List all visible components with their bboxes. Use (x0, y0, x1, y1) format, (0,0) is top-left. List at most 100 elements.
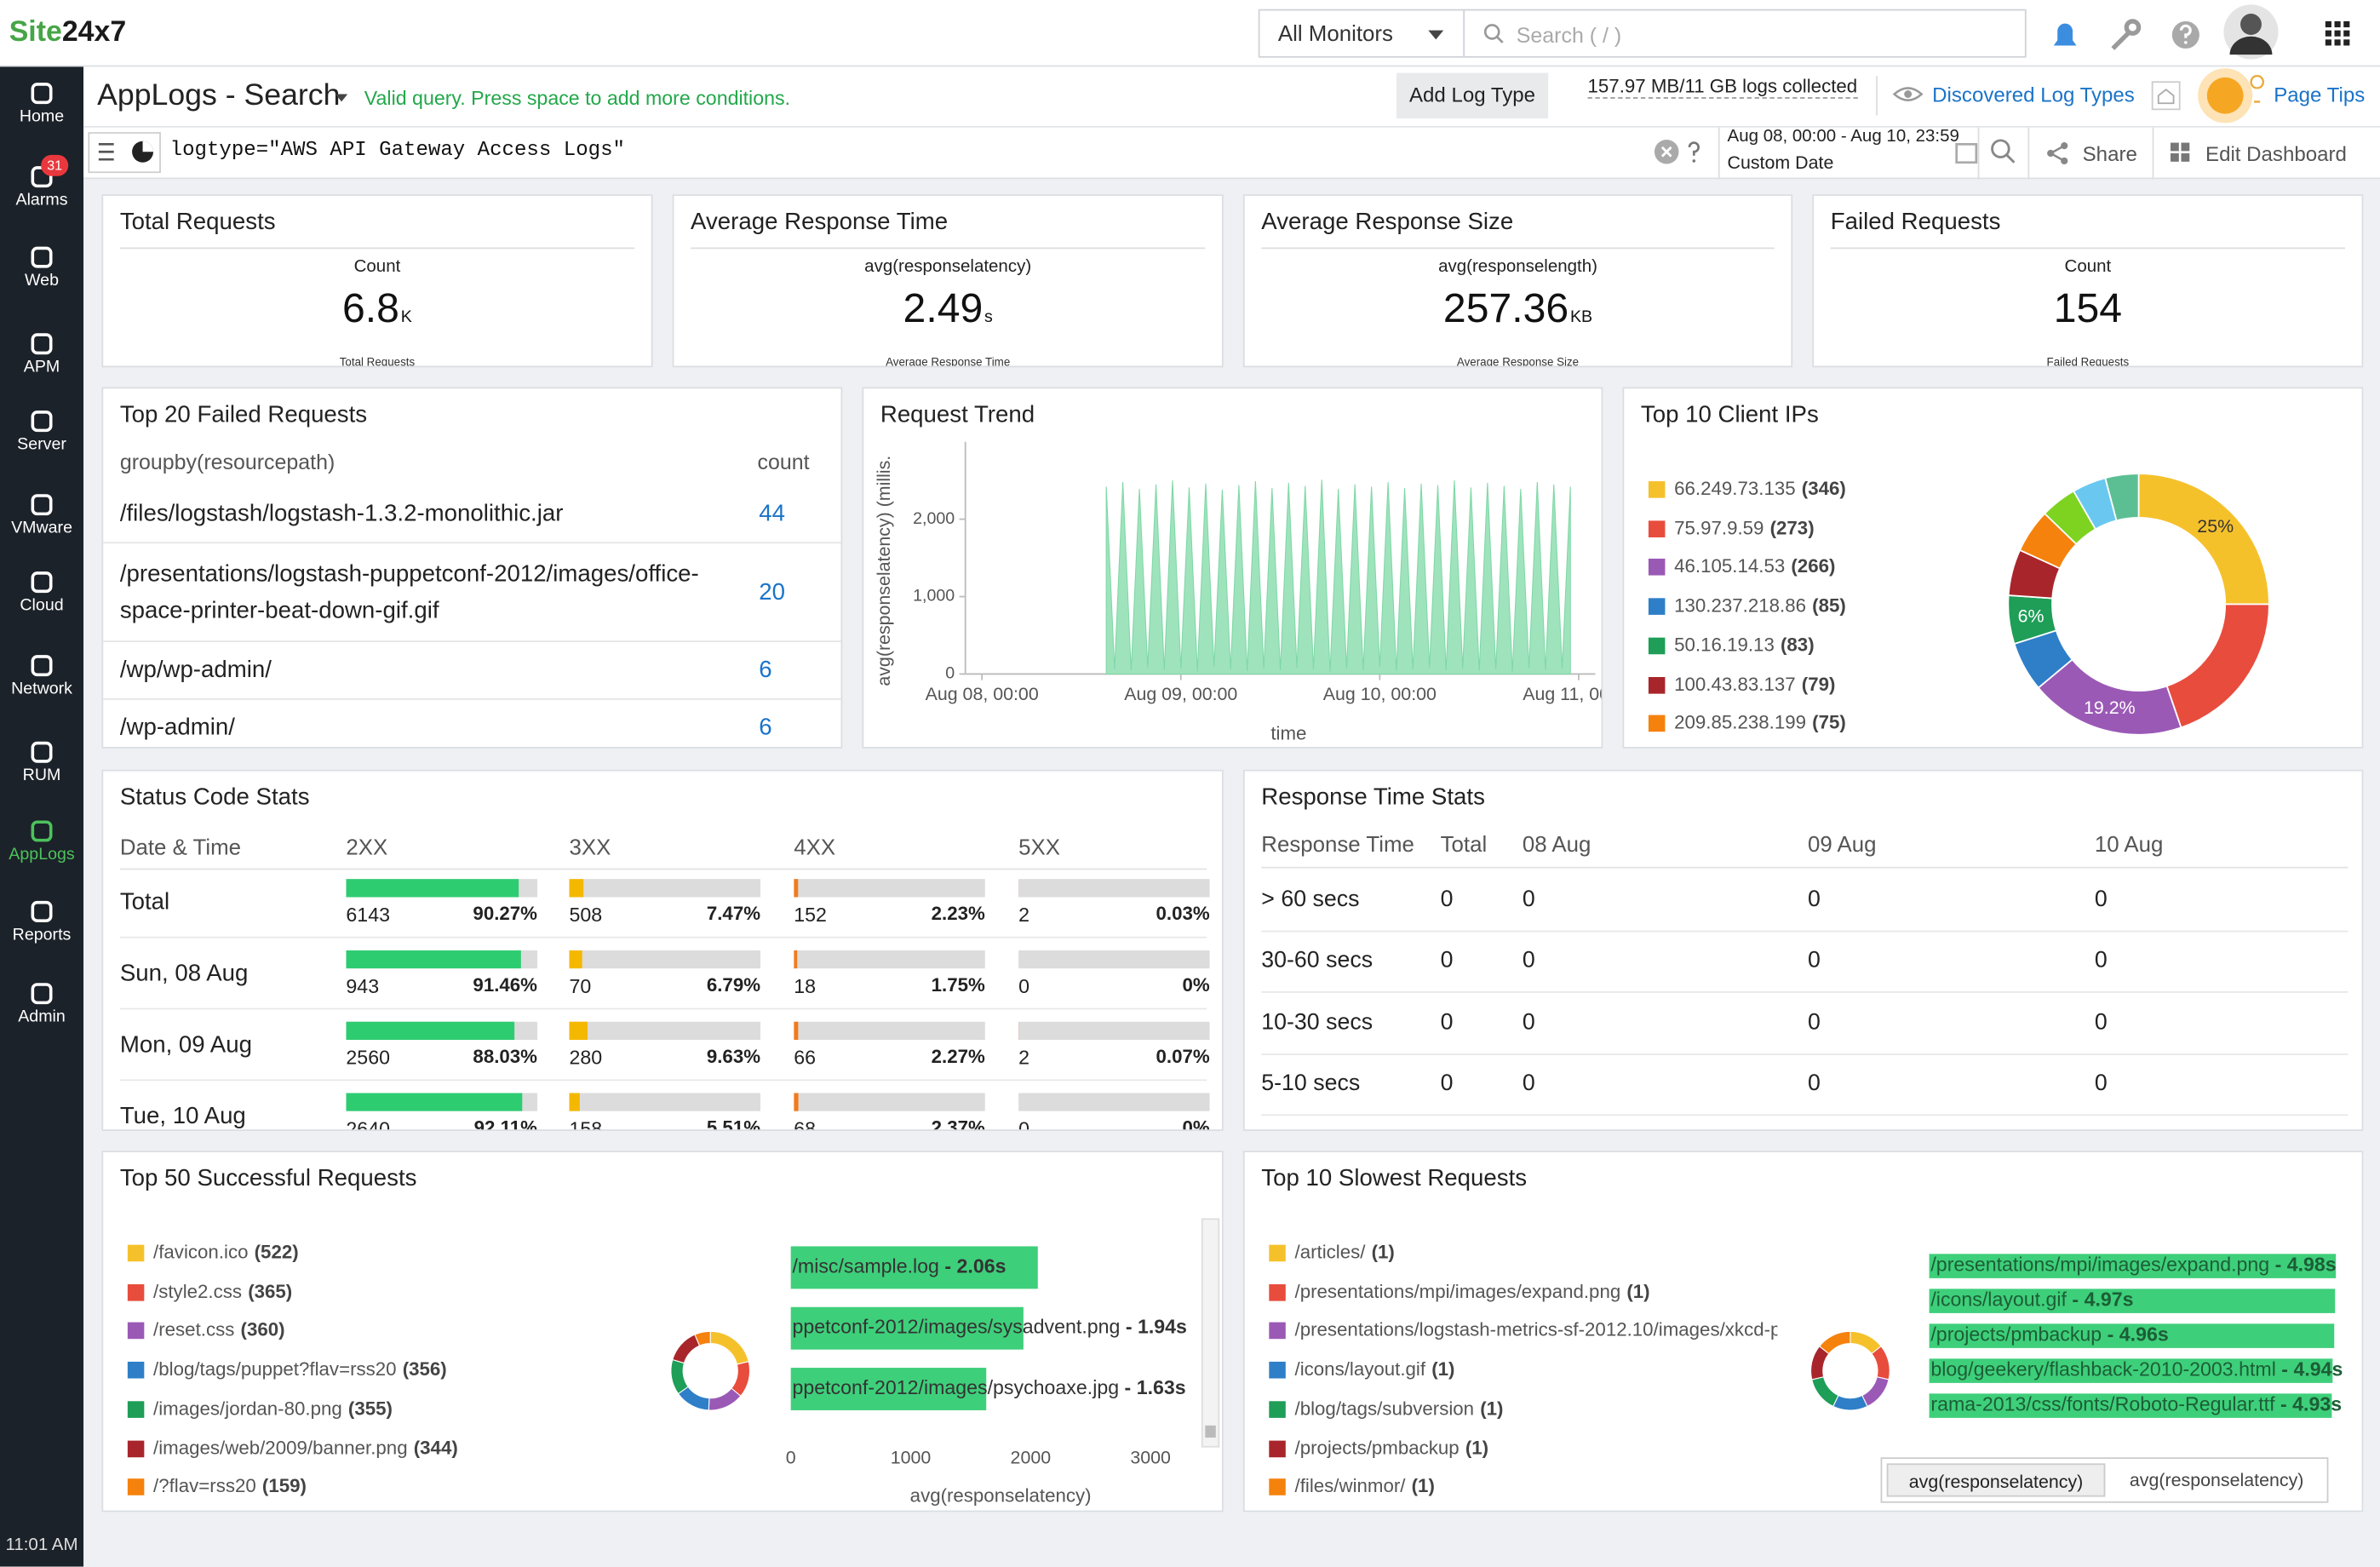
nav-item[interactable]: Network (0, 651, 83, 712)
help-mark (1689, 143, 1699, 156)
progress-bar (346, 950, 537, 968)
sidebar: Home Alarms Web APM Server VMware Cloud Network… (0, 66, 83, 1566)
donut-slice (1820, 1331, 1850, 1353)
settings-icon[interactable] (2113, 21, 2138, 49)
status-code-panel: Status Code StatsDate & Time2XX3XX4XX5XX… (101, 770, 1223, 1131)
nav-icon (31, 820, 54, 843)
nav-icon (31, 741, 54, 764)
progress-track (1018, 879, 1210, 897)
help-icon[interactable] (2172, 21, 2199, 49)
kpi-panel: Average Response Timeavg(responselatency… (673, 194, 1224, 367)
donut-slice (2167, 604, 2269, 727)
cell-value: 0 (1523, 1009, 1535, 1035)
table-row: /presentations/logstash-puppetconf-2012/… (103, 543, 840, 642)
slowest-requests-panel: Top 10 Slowest Requests/articles/(1)/pre… (1243, 1151, 2364, 1512)
date-range: Aug 08, 00:00 - Aug 10, 23:59 (1728, 128, 1959, 146)
nav-item[interactable]: Reports (0, 897, 83, 957)
scrollbar-thumb (1205, 1426, 1215, 1438)
column-header: 09 Aug (1808, 834, 1877, 858)
nav-item[interactable]: Server (0, 407, 83, 468)
edit-dashboard[interactable]: Edit Dashboard (2205, 143, 2347, 166)
progress-fill (569, 879, 583, 897)
discovered-log-types[interactable]: Discovered Log Types (1932, 83, 2135, 106)
kpi-value: 2.49 (903, 285, 984, 330)
nav-item[interactable]: AppLogs (0, 817, 83, 877)
add-log-type-button[interactable]: Add Log Type (1396, 73, 1548, 118)
search-glass (1993, 141, 2010, 158)
search-box[interactable]: Search ( / ) (1463, 9, 2026, 58)
nav-label: Cloud (0, 597, 83, 615)
status-percent: 90.27% (346, 904, 537, 925)
nav-item[interactable]: RUM (0, 738, 83, 798)
share[interactable]: Share (2083, 143, 2137, 166)
cell-value: 0 (1523, 947, 1535, 973)
nav-label: VMware (0, 519, 83, 537)
logo-num: 24x7 (62, 17, 126, 49)
nav-item[interactable]: Admin (0, 979, 83, 1040)
monitor-select[interactable]: All Monitors (1259, 9, 1465, 58)
header-divider (120, 869, 1207, 870)
page-tips[interactable]: Page Tips (2274, 83, 2365, 106)
header-icons (2034, 0, 2380, 66)
avatar[interactable] (2223, 4, 2278, 59)
chart-area: /misc/sample.log - 2.06sppetconf-2012/im… (103, 1152, 1222, 1511)
nav-label: APM (0, 359, 83, 376)
cell-value: 0 (2095, 1009, 2108, 1035)
nav-item[interactable]: Alarms (0, 163, 83, 223)
progress-track (794, 1093, 985, 1111)
x-tick-label: 1000 (891, 1448, 932, 1468)
donut-slice (1812, 1377, 1838, 1407)
kpi-value: 154 (2054, 285, 2122, 330)
bar-value: 1.94s (1138, 1316, 1187, 1338)
progress-fill (346, 950, 520, 968)
date-picker[interactable]: Aug 08, 00:00 - Aug 10, 23:59Custom Date (1718, 128, 1980, 180)
status-percent: 9.63% (569, 1046, 760, 1067)
tab[interactable]: avg(responselatency) (1887, 1463, 2106, 1496)
client-ips-panel: Top 10 Client IPs66.249.73.135(346)75.97… (1623, 387, 2364, 749)
nav-item[interactable]: Home (0, 79, 83, 140)
query-clear (1651, 136, 1706, 167)
progress-fill (346, 1093, 522, 1111)
bar-separator: - (2275, 1393, 2293, 1415)
nav-item[interactable]: VMware (0, 491, 83, 551)
y-axis-label: avg(responselatency) (millis. (874, 456, 894, 686)
donut-slice (708, 1388, 741, 1410)
nav-item[interactable]: Cloud (0, 568, 83, 629)
table-row: /wp/wp-admin/6 (103, 642, 840, 700)
progress-track (1018, 1022, 1210, 1040)
header-divider (1261, 867, 2348, 869)
column-header: groupby(resourcepath) (120, 450, 335, 474)
progress-track (569, 950, 760, 968)
nav-item[interactable]: Web (0, 243, 83, 303)
cell-value: 0 (2095, 947, 2108, 973)
table-row: /wp-admin/6 (103, 700, 840, 749)
bar-label: ppetconf-2012/images/psychoaxe.jpg - 1.6… (792, 1376, 1185, 1398)
share-node (2061, 142, 2067, 149)
search-icon (1990, 138, 2017, 165)
nav-item[interactable]: APM (0, 330, 83, 390)
trend-area (1106, 479, 1570, 674)
progress-bar (346, 1093, 537, 1111)
bar-category: ppetconf-2012/images/sysadvent.png (792, 1316, 1120, 1338)
x-axis-label: time (1270, 723, 1306, 744)
scrollbar-track (1202, 1219, 1219, 1446)
cell-value: 0 (1441, 1070, 1454, 1096)
nav-icon-shape (32, 84, 50, 102)
toolbar-separator (2153, 128, 2154, 180)
donut-slice (2139, 474, 2269, 604)
kpi-value-box: 6.8K (103, 285, 651, 332)
nav-label: Server (0, 436, 83, 454)
y-tick-label: 0 (945, 664, 955, 683)
panel-title: Average Response Time (691, 210, 948, 237)
resource-path: /presentations/logstash-puppetconf-2012/… (120, 543, 727, 642)
nav-icon (31, 332, 54, 355)
caret-icon (1427, 27, 1445, 43)
kpi-footer: Failed Requests (1814, 355, 2361, 367)
nav-icon-shape (32, 573, 50, 591)
tab[interactable]: avg(responselatency) (2130, 1463, 2304, 1496)
progress-track (569, 1022, 760, 1040)
column-header: 4XX (794, 836, 835, 861)
progress-track (1018, 950, 1210, 968)
apps-grid-icon[interactable] (2326, 21, 2350, 46)
bell-icon[interactable] (2054, 24, 2077, 46)
